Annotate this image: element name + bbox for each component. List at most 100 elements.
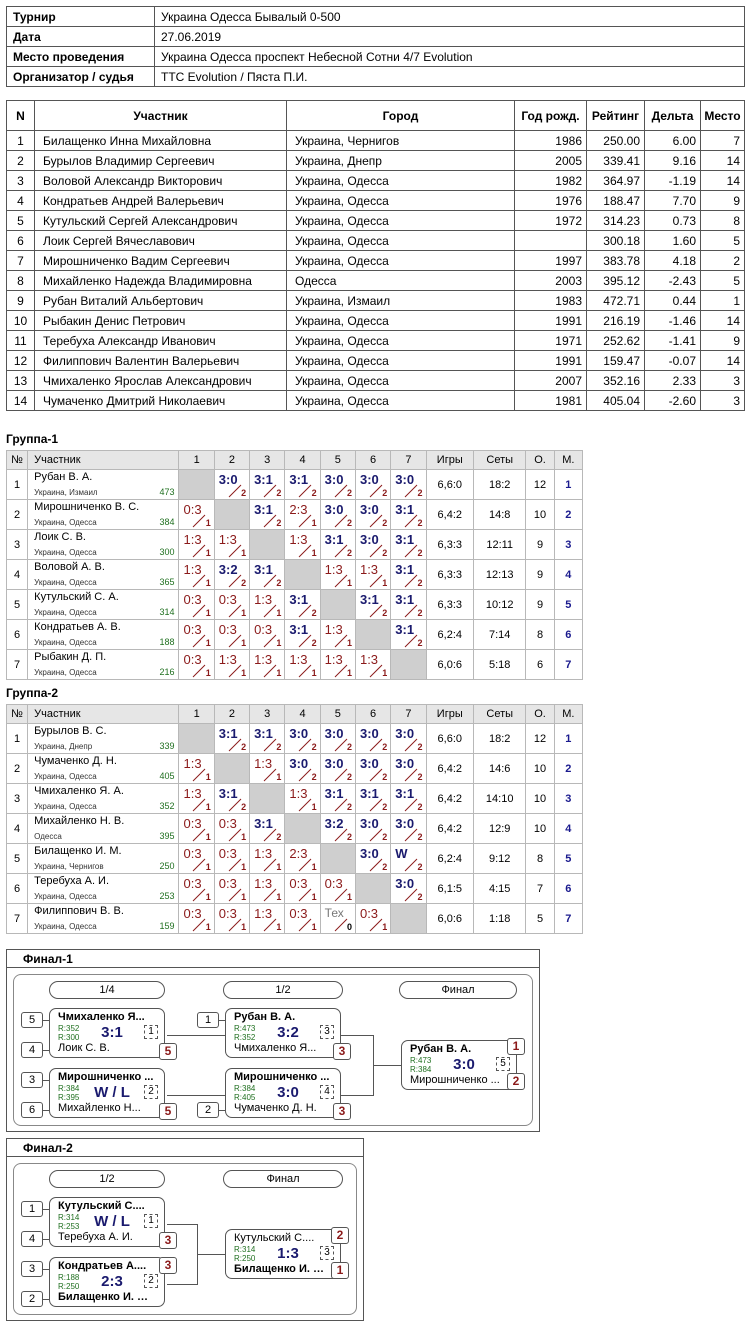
group-row: 3 Чмихаленко Я. А. Украина, Одесса 352 1:3 1 3… xyxy=(5,783,584,814)
column-header: М. xyxy=(553,450,584,470)
match-cell: 1:3 1 xyxy=(213,649,251,680)
slash-mark xyxy=(404,604,418,618)
slash-mark xyxy=(404,634,418,648)
row-number: 4 xyxy=(5,559,29,590)
match-cell: 0:3 1 xyxy=(213,813,251,844)
match-cell: 0:3 1 xyxy=(178,649,215,680)
slash-mark xyxy=(334,888,348,902)
match-box: Рубан В. А. R:473 R:384 3:0 5 Мирошничен… xyxy=(401,1040,517,1090)
table-cell: Украина, Одесса xyxy=(286,250,515,271)
match-points: 1 xyxy=(276,892,282,902)
points-cell: 12 xyxy=(525,469,555,500)
info-value: 27.06.2019 xyxy=(154,26,745,47)
match-score: 1:3 xyxy=(359,652,379,667)
player-cell: Лоик С. В. Украина, Одесса 300 xyxy=(27,529,180,560)
match-cell: 3:0 2 xyxy=(354,753,392,784)
final-1-round-semi: 1/2 xyxy=(223,981,343,999)
slash-mark xyxy=(404,484,418,498)
group-row: 4 Воловой А. В. Украина, Одесса 365 1:3 1 3:2 2… xyxy=(5,559,584,590)
column-header: 2 xyxy=(213,704,251,724)
final-2-inner xyxy=(13,1163,357,1315)
match-cell: 0:3 1 xyxy=(213,903,251,934)
match-score: 0:3 xyxy=(183,652,202,667)
slash-mark xyxy=(263,828,277,842)
player-rating: 473 xyxy=(159,487,175,497)
info-key: Турнир xyxy=(6,6,155,27)
match-score: 3:0 xyxy=(324,502,344,517)
row-number: 5 xyxy=(5,589,29,620)
sets-cell: 14:6 xyxy=(472,753,527,784)
match-points: 1 xyxy=(205,862,211,872)
row-number: 1 xyxy=(5,469,29,500)
slash-mark xyxy=(263,574,277,588)
player-cell: Воловой А. В. Украина, Одесса 365 xyxy=(27,559,180,590)
match-points: 2 xyxy=(346,548,352,558)
row-number: 6 xyxy=(5,619,29,650)
match-points: 2 xyxy=(382,772,388,782)
player-city: Украина, Одесса xyxy=(34,548,97,557)
games-cell: 6,0:6 xyxy=(425,903,474,934)
table-row: 8 Михайленко Надежда Владимировна Одесса 20… xyxy=(6,270,745,291)
player-name: Рыбакин Д. П. xyxy=(34,651,107,663)
slash-mark xyxy=(228,544,242,558)
match-score: 3:0 xyxy=(289,726,309,741)
match-score: 3:1 xyxy=(395,532,415,547)
column-header: N xyxy=(6,100,35,131)
column-header: 7 xyxy=(390,450,427,470)
match-score: 3:1 xyxy=(254,472,273,487)
column-header: 1 xyxy=(178,704,215,724)
table-cell: 216.19 xyxy=(586,310,645,331)
match-points: 1 xyxy=(382,668,388,678)
match-cell: 3:0 2 xyxy=(319,469,356,500)
table-cell: Чмихаленко Ярослав Александрович xyxy=(34,370,287,391)
slash-mark xyxy=(404,798,418,812)
group-row: 2 Мирошниченко В. С. Украина, Одесса 384 0:3… xyxy=(5,499,584,530)
player-city: Украина, Чернигов xyxy=(34,862,104,871)
column-header: Участник xyxy=(34,100,287,131)
final-1-round-quarter: 1/4 xyxy=(49,981,165,999)
slash-mark xyxy=(299,514,312,528)
match-cell: 0:3 1 xyxy=(178,903,215,934)
match-cell: 1:3 1 xyxy=(178,753,215,784)
table-cell: 1991 xyxy=(514,310,587,331)
table-cell: 14 xyxy=(700,150,745,171)
table-cell: 6 xyxy=(6,230,35,251)
row-number: 7 xyxy=(5,649,29,680)
match-cell: Тех 0 xyxy=(319,903,356,934)
table-row: 2 Бурылов Владимир Сергеевич Украина, Днеп… xyxy=(6,150,745,171)
slash-mark xyxy=(369,544,383,558)
table-cell: 5 xyxy=(700,230,745,251)
rank-box: 5 xyxy=(159,1103,177,1120)
player-rating: 216 xyxy=(159,667,175,677)
info-value: TTC Evolution / Пяста П.И. xyxy=(154,66,745,87)
slash-mark xyxy=(228,918,242,932)
match-cell: 0:3 1 xyxy=(213,873,251,904)
table-cell: Лоик Сергей Вячеславович xyxy=(34,230,287,251)
table-cell: -1.46 xyxy=(644,310,701,331)
table-cell: 2.33 xyxy=(644,370,701,391)
match-points: 2 xyxy=(417,892,423,902)
slash-mark xyxy=(404,544,418,558)
place-cell: 6 xyxy=(553,873,584,904)
match-cell: 3:0 2 xyxy=(354,529,392,560)
table-cell: 1976 xyxy=(514,190,587,211)
table-cell: 4 xyxy=(6,190,35,211)
diagonal-cell xyxy=(390,903,427,934)
player-cell: Кутульский С. А. Украина, Одесса 314 xyxy=(27,589,180,620)
player-rating: 405 xyxy=(159,771,175,781)
diagonal-cell xyxy=(319,843,356,874)
slash-mark xyxy=(369,484,383,498)
match-score: 3:1 xyxy=(254,562,273,577)
match-score: 3:1 xyxy=(218,726,238,741)
match-points: 2 xyxy=(417,862,423,872)
row-number: 3 xyxy=(5,783,29,814)
table-cell: 2 xyxy=(6,150,35,171)
points-cell: 10 xyxy=(525,753,555,784)
match-box: Кутульский С.... R:314 R:250 1:3 3 Билащ… xyxy=(225,1229,341,1279)
row-number: 6 xyxy=(5,873,29,904)
player-name: Воловой А. В. xyxy=(34,561,105,573)
seed-box: 1 xyxy=(197,1012,219,1028)
column-header: 4 xyxy=(284,450,321,470)
group-2-table: № Участник 1 2 3 4 5 6 7 Игры Сеты О. М. 1 Бурылов В. … xyxy=(5,704,584,934)
table-cell: 3 xyxy=(700,390,745,411)
